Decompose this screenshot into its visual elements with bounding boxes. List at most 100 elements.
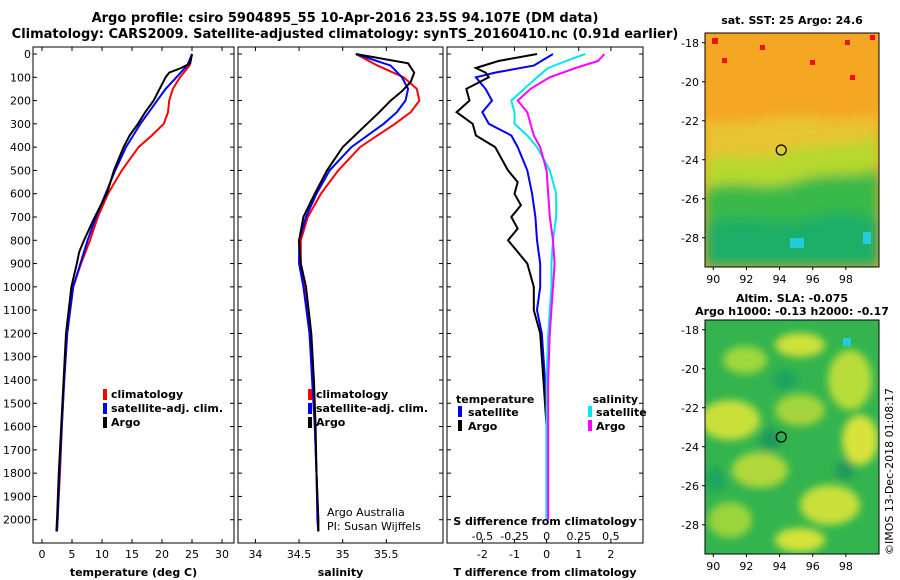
sst-map-xtick-label: 94 — [773, 273, 787, 286]
temperature-panel-xtick-label: 30 — [215, 548, 229, 561]
temperature-panel-xtick-label: 5 — [69, 548, 76, 561]
depth-tick-label: 1900 — [3, 490, 31, 503]
sst-map-field — [705, 33, 879, 267]
sst-map-ytick-label: -24 — [681, 154, 699, 167]
temperature-panel-xlabel: temperature (deg C) — [70, 566, 197, 579]
depth-tick-label: 1500 — [3, 397, 31, 410]
temperature-panel-series-argo — [55, 53, 193, 532]
temperature-panel-legend-swatch — [103, 389, 107, 400]
difference-legend-heading: temperature — [456, 393, 534, 406]
depth-tick-label: 500 — [10, 164, 31, 177]
depth-tick-label: 1300 — [3, 351, 31, 364]
difference-panel-xtick-label: 1 — [575, 548, 582, 561]
difference-panel-series-salinity-satellite — [510, 53, 586, 520]
sst-map-ytick-label: -18 — [681, 37, 699, 50]
sst-map-xtick-label: 98 — [839, 273, 853, 286]
difference-panel-xtick-label: 0 — [543, 548, 550, 561]
sst-map-title: sat. SST: 25 Argo: 24.6 — [721, 14, 863, 27]
temperature-panel-xtick-label: 15 — [125, 548, 139, 561]
salinity-panel-xtick-label: 34 — [248, 548, 262, 561]
difference-panel-series-salinity-argo — [516, 53, 606, 520]
temperature-panel-frame — [32, 46, 235, 544]
sla-map-xtick-label: 92 — [739, 560, 753, 573]
sla-map-xtick-label: 94 — [773, 560, 787, 573]
salinity-panel-xtick-label: 35 — [336, 548, 350, 561]
sla-map-ytick-label: -24 — [681, 441, 699, 454]
salinity-panel-xlabel: salinity — [318, 566, 364, 579]
sla-map-ytick-label: -28 — [681, 519, 699, 532]
temperature-panel-xtick-label: 10 — [95, 548, 109, 561]
difference-top-xtick-label: -0.25 — [500, 530, 528, 543]
depth-tick-label: 100 — [10, 71, 31, 84]
depth-tick-label: 900 — [10, 258, 31, 271]
salinity-annotation: Argo Australia — [327, 506, 405, 519]
difference-top-xtick-label: -0.5 — [472, 530, 493, 543]
sla-map-ytick-label: -18 — [681, 324, 699, 337]
temperature-panel-legend-label: climatology — [111, 388, 183, 401]
difference-legend-swatch — [588, 420, 592, 431]
salinity-annotation: PI: Susan Wijffels — [327, 520, 421, 533]
depth-tick-label: 600 — [10, 188, 31, 201]
difference-panel-frame — [446, 46, 644, 544]
difference-panel-xlabel: T difference from climatology — [453, 566, 636, 579]
depth-tick-label: 1600 — [3, 421, 31, 434]
depth-tick-label: 400 — [10, 141, 31, 154]
depth-tick-label: 1100 — [3, 304, 31, 317]
difference-legend-swatch — [458, 406, 462, 417]
credit-label: ©IMOS 13-Dec-2018 01:08:17 — [883, 388, 896, 555]
temperature-panel-legend-label: satellite-adj. clim. — [111, 402, 223, 415]
sla-map-ytick-label: -22 — [681, 402, 699, 415]
depth-tick-label: 200 — [10, 95, 31, 108]
sst-map-ytick-label: -22 — [681, 115, 699, 128]
difference-legend-swatch — [458, 420, 462, 431]
temperature-panel-legend-swatch — [103, 403, 107, 414]
salinity-panel-legend-label: climatology — [316, 388, 388, 401]
salinity-panel-xtick-label: 34.5 — [287, 548, 312, 561]
temperature-panel-xtick-label: 25 — [185, 548, 199, 561]
salinity-panel-series-climatology — [299, 53, 421, 532]
salinity-panel-legend-swatch — [308, 403, 312, 414]
difference-legend-label: Argo — [596, 420, 626, 433]
sst-map-ytick-label: -28 — [681, 232, 699, 245]
sla-map-frame — [704, 319, 880, 555]
sst-map-xtick-label: 90 — [706, 273, 720, 286]
chart-title-line2: Climatology: CARS2009. Satellite-adjuste… — [11, 27, 679, 42]
difference-legend-heading: salinity — [592, 393, 638, 406]
sst-map-argo-marker — [775, 144, 787, 156]
difference-panel-xtick-label: -2 — [477, 548, 488, 561]
depth-tick-label: 1000 — [3, 281, 31, 294]
salinity-panel-legend-label: satellite-adj. clim. — [316, 402, 428, 415]
depth-tick-label: 0 — [24, 48, 31, 61]
difference-panel-xtick-label: -1 — [509, 548, 520, 561]
salinity-panel-legend-swatch — [308, 389, 312, 400]
difference-legend-label: satellite — [596, 406, 647, 419]
salinity-panel-legend-label: Argo — [316, 416, 346, 429]
sla-map-title: Altim. SLA: -0.075 — [736, 292, 848, 305]
temperature-panel-legend-swatch — [103, 417, 107, 428]
difference-panel-series-temperature-argo — [455, 53, 548, 520]
difference-panel-series-temperature-satellite — [474, 53, 554, 520]
sla-map-field — [705, 320, 879, 554]
sst-map-xtick-label: 92 — [739, 273, 753, 286]
depth-tick-label: 1700 — [3, 444, 31, 457]
depth-tick-label: 700 — [10, 211, 31, 224]
difference-top-xtick-label: 0.5 — [602, 530, 620, 543]
difference-legend-label: Argo — [468, 420, 498, 433]
difference-legend-label: satellite — [468, 406, 519, 419]
temperature-panel-series-climatology — [56, 53, 193, 532]
salinity-panel-frame — [237, 46, 444, 544]
depth-tick-label: 1800 — [3, 467, 31, 480]
salinity-panel-xtick-label: 35.5 — [374, 548, 399, 561]
sst-map-frame — [704, 32, 880, 268]
sla-map-ytick-label: -20 — [681, 363, 699, 376]
depth-tick-label: 300 — [10, 118, 31, 131]
temperature-panel-xtick-label: 20 — [155, 548, 169, 561]
depth-tick-label: 800 — [10, 234, 31, 247]
chart-title-line1: Argo profile: csiro 5904895_55 10-Apr-20… — [91, 11, 599, 26]
sst-map-ytick-label: -20 — [681, 76, 699, 89]
sla-map-argo-marker — [775, 431, 787, 443]
sla-map-xtick-label: 96 — [806, 560, 820, 573]
difference-top-xtick-label: 0 — [543, 530, 550, 543]
temperature-panel-series-satellite-adj-clim- — [56, 53, 193, 532]
